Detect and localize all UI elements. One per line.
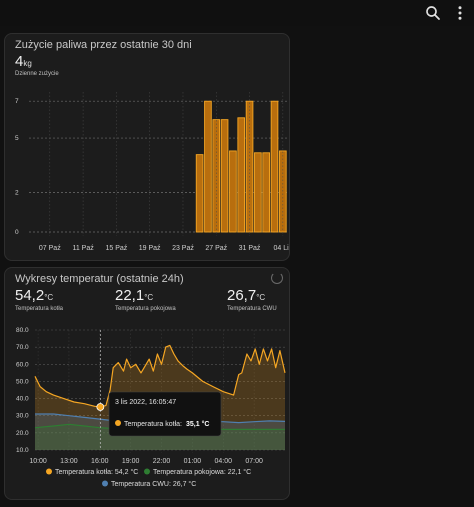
fuel-value-number: 4 xyxy=(15,53,24,70)
legend-marker xyxy=(144,468,150,475)
bar xyxy=(204,100,212,233)
y-tick-label: 0 xyxy=(15,229,19,236)
x-tick-label: 27 Paź xyxy=(205,245,227,252)
y-tick-label: 80.0 xyxy=(16,327,29,334)
temp-card-title: Wykresy temperatur (ostatnie 24h) xyxy=(15,273,184,285)
x-tick-label: 19:00 xyxy=(122,458,140,465)
x-tick-label: 10:00 xyxy=(29,458,47,465)
dots-vertical-icon[interactable] xyxy=(451,4,469,22)
y-tick-label: 70.0 xyxy=(16,344,29,351)
x-tick-label: 11 Paź xyxy=(72,245,94,252)
top-app-bar xyxy=(0,0,474,26)
loading-spinner-icon xyxy=(271,272,283,284)
bar xyxy=(220,119,229,233)
fuel-subtitle: Dzienne zużycie xyxy=(15,71,59,77)
y-tick-label: 20.0 xyxy=(16,430,29,437)
y-tick-label: 40.0 xyxy=(16,396,29,403)
fuel-value-unit: kg xyxy=(23,59,32,68)
fuel-value: 4kg xyxy=(15,53,32,70)
stat-boiler: 54,2°C xyxy=(15,287,53,304)
x-tick-label: 15 Paź xyxy=(105,245,127,252)
x-tick-label: 04:00 xyxy=(215,458,233,465)
series-area xyxy=(35,424,285,450)
stat-boiler-label: Temperatura kotła xyxy=(15,306,64,312)
legend-marker xyxy=(102,480,108,487)
fuel-card-title: Zużycie paliwa przez ostatnie 30 dni xyxy=(15,39,192,51)
tooltip-value: 35,1 °C xyxy=(186,420,209,428)
bar xyxy=(262,152,271,233)
bar xyxy=(195,154,204,233)
hover-point xyxy=(96,403,105,411)
y-tick-label: 2 xyxy=(15,189,19,196)
y-tick-label: 7 xyxy=(15,98,19,105)
bar xyxy=(270,100,279,233)
x-tick-label: 01:00 xyxy=(184,458,202,465)
stat-boiler-unit: °C xyxy=(44,293,54,302)
bar xyxy=(254,152,262,233)
y-tick-label: 5 xyxy=(15,135,19,142)
stat-room: 22,1°C xyxy=(115,287,153,304)
stat-cwu-unit: °C xyxy=(256,293,266,302)
x-tick-label: 07:00 xyxy=(245,458,263,465)
stat-room-unit: °C xyxy=(144,293,154,302)
y-tick-label: 30.0 xyxy=(16,413,29,420)
stat-room-value: 22,1 xyxy=(115,287,145,304)
bar xyxy=(237,117,246,233)
fuel-bar-chart: 0 2 5 7 07 Paź 11 Paź 15 Paź 19 Paź 23 Paź 27 Paź… xyxy=(15,92,289,252)
tooltip-date: 3 lis 2022, 16:05:47 xyxy=(115,399,176,406)
x-tick-label: 22:00 xyxy=(153,458,171,465)
tooltip xyxy=(108,391,222,437)
y-tick-label: 60.0 xyxy=(16,361,29,368)
x-tick-label: 19 Paź xyxy=(139,245,161,252)
x-tick-label: 04 Lis xyxy=(273,245,289,252)
search-icon[interactable] xyxy=(424,4,442,22)
temperature-line-chart[interactable]: 10.0 20.0 30.0 40.0 50.0 60.0 70.0 80.0 10:00 13:… xyxy=(5,320,289,498)
stat-cwu-label: Temperatura CWU xyxy=(227,306,277,312)
stat-room-label: Temperatura pokojowa xyxy=(115,306,176,312)
x-tick-label: 13:00 xyxy=(60,458,78,465)
fuel-consumption-card: Zużycie paliwa przez ostatnie 30 dni 4kg… xyxy=(4,33,290,261)
x-tick-label: 07 Paź xyxy=(39,245,61,252)
x-tick-label: 16:00 xyxy=(91,458,109,465)
y-tick-label: 10.0 xyxy=(16,447,29,454)
legend-label: Temperatura pokojowa: 22,1 °C xyxy=(153,468,251,476)
y-tick-label: 50.0 xyxy=(16,378,29,385)
legend-label: Temperatura CWU: 26,7 °C xyxy=(111,480,196,488)
legend-marker xyxy=(46,468,52,475)
legend-label: Temperatura kotła: 54,2 °C xyxy=(55,468,138,476)
bar xyxy=(229,150,237,233)
x-tick-label: 31 Paź xyxy=(239,245,261,252)
x-tick-label: 23 Paź xyxy=(172,245,194,252)
stat-cwu-value: 26,7 xyxy=(227,287,257,304)
tooltip-series-dot xyxy=(115,420,121,426)
tooltip-series-label: Temperatura kotła: xyxy=(124,421,182,428)
temperature-card: Wykresy temperatur (ostatnie 24h) 54,2°C… xyxy=(4,267,290,500)
stat-boiler-value: 54,2 xyxy=(15,287,45,304)
stat-cwu: 26,7°C xyxy=(227,287,265,304)
